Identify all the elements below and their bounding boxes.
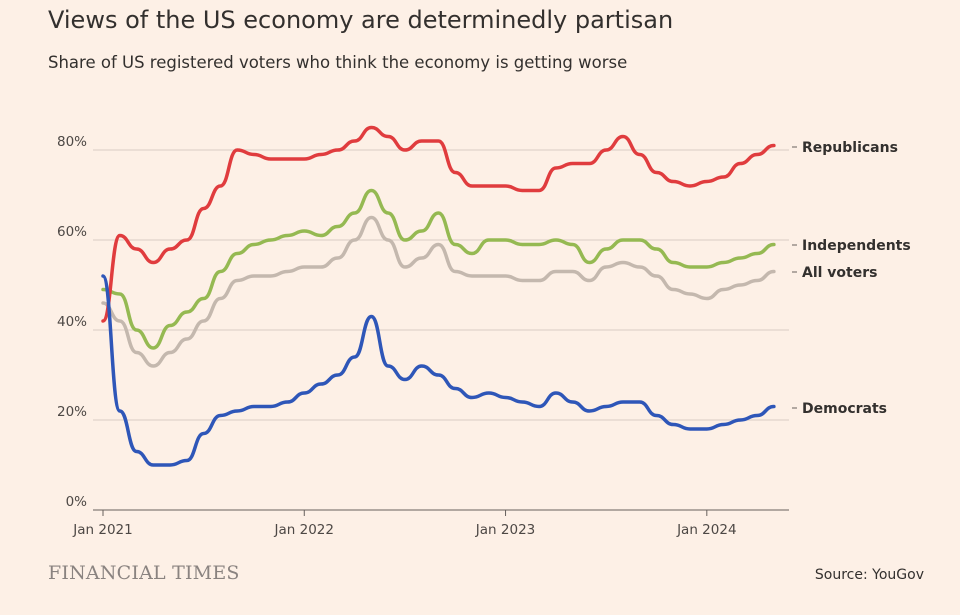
series-label-all-voters: All voters — [802, 265, 877, 281]
source-note: Source: YouGov — [814, 567, 924, 583]
series-label-republicans: Republicans — [802, 140, 898, 156]
axis-layer: 0% 20% 40% 60% 80% Jan 2021 Jan 2022 Jan 2023 Ja… — [57, 134, 737, 538]
y-tick-label: 60% — [57, 224, 87, 240]
series-label-independents: Independents — [802, 238, 911, 254]
chart-title: Views of the US economy are determinedly… — [48, 6, 674, 34]
grid-layer — [93, 149, 789, 511]
y-tick-label: 40% — [57, 314, 87, 330]
y-tick-label: 0% — [66, 494, 88, 510]
x-tick-label: Jan 2021 — [72, 522, 132, 538]
x-tick-label: Jan 2023 — [475, 522, 535, 538]
x-tick-label: Jan 2022 — [274, 522, 334, 538]
series-line-all-voters — [101, 215, 776, 368]
chart-subtitle: Share of US registered voters who think … — [48, 53, 628, 72]
series-layer — [101, 125, 776, 467]
series-line-democrats — [101, 274, 776, 467]
y-tick-label: 80% — [57, 134, 87, 150]
y-tick-label: 20% — [57, 404, 87, 420]
financial-times-logo: FINANCIAL TIMES — [48, 562, 240, 584]
x-tick-label: Jan 2024 — [676, 522, 736, 538]
series-line-republicans — [101, 125, 776, 323]
series-label-layer: Republicans Independents All voters Democra… — [792, 140, 911, 417]
series-label-democrats: Democrats — [802, 401, 887, 417]
series-line-independents — [101, 188, 776, 350]
